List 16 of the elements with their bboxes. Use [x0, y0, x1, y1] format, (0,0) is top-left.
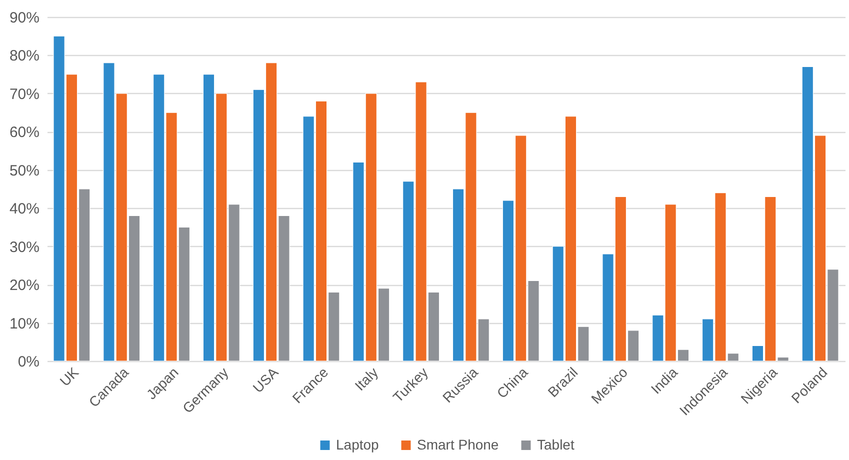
- legend-label: Laptop: [336, 436, 380, 452]
- y-tick-label: 30%: [9, 238, 40, 256]
- y-tick-label: 70%: [9, 86, 40, 103]
- y-tick-label: 90%: [9, 10, 40, 26]
- x-tick-label: USA: [250, 364, 282, 396]
- y-tick-label: 0%: [18, 354, 40, 370]
- legend-label: Tablet: [537, 436, 574, 452]
- x-tick-label: UK: [56, 364, 82, 390]
- y-tick-label: 80%: [9, 48, 40, 65]
- y-tick-label: 50%: [9, 162, 40, 180]
- x-tick-label: Italy: [352, 364, 382, 394]
- y-tick-label: 10%: [9, 315, 40, 332]
- y-tick-label: 20%: [9, 277, 40, 294]
- y-tick-label: 60%: [9, 124, 40, 142]
- legend-label: Smart Phone: [417, 436, 499, 452]
- y-tick-label: 40%: [9, 200, 40, 218]
